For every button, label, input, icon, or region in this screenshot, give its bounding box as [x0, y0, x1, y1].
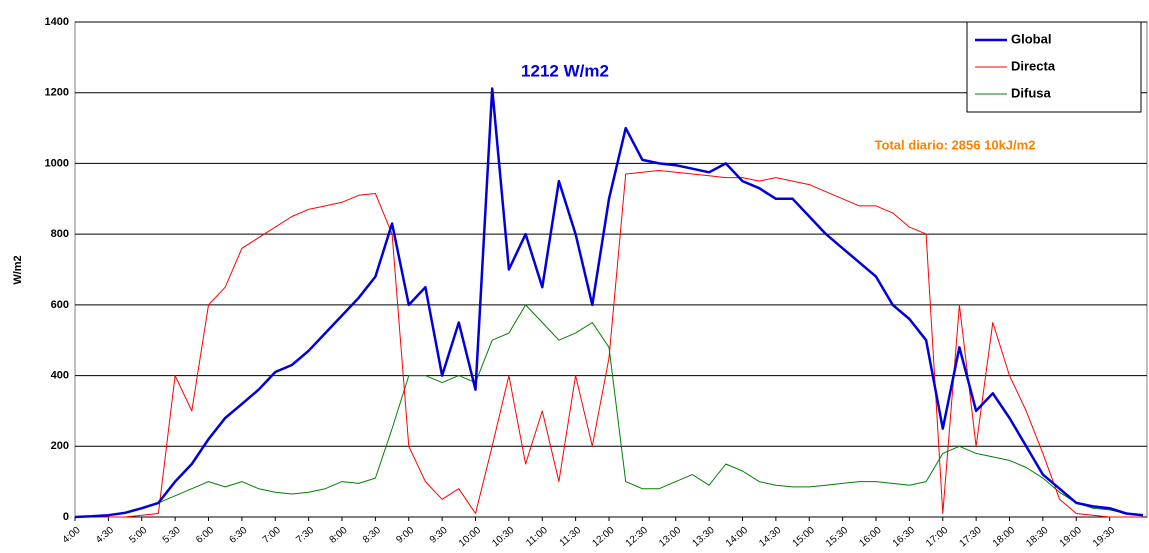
x-tick-label: 8:30 [361, 525, 383, 546]
x-tick-label: 4:30 [94, 525, 116, 546]
x-tick-label: 18:00 [991, 525, 1018, 550]
annotation: Total diario: 2856 10kJ/m2 [875, 137, 1036, 152]
annotation: 1212 W/m2 [521, 61, 609, 80]
y-tick-label: 200 [51, 440, 69, 452]
x-tick-label: 10:30 [490, 525, 517, 550]
x-tick-label: 11:00 [524, 525, 550, 549]
y-axis-label: W/m2 [12, 255, 24, 284]
x-tick-label: 15:30 [824, 525, 851, 550]
x-tick-label: 7:30 [294, 525, 316, 546]
x-tick-label: 19:30 [1091, 525, 1118, 550]
x-tick-label: 5:30 [161, 525, 183, 546]
series-line [74, 304, 1144, 518]
x-tick-label: 14:30 [757, 525, 784, 550]
legend-label: Global [1011, 31, 1051, 46]
x-tick-label: 7:00 [261, 525, 283, 546]
y-tick-label: 1000 [45, 157, 69, 169]
series-line [74, 87, 1144, 519]
x-tick-label: 17:30 [958, 525, 985, 550]
x-tick-label: 6:00 [194, 525, 216, 546]
x-tick-label: 17:00 [924, 525, 951, 550]
y-tick-label: 800 [51, 228, 69, 240]
series-line [75, 170, 1143, 518]
x-tick-label: 9:00 [394, 525, 416, 546]
y-tick-label: 400 [51, 369, 69, 381]
x-tick-label: 13:30 [691, 525, 718, 550]
legend-label: Directa [1011, 58, 1056, 73]
x-tick-label: 13:00 [657, 525, 684, 550]
x-tick-label: 8:00 [328, 525, 350, 546]
x-tick-label: 6:30 [228, 525, 250, 546]
x-tick-label: 12:00 [590, 525, 617, 550]
x-tick-label: 4:00 [61, 525, 83, 546]
x-tick-label: 9:30 [428, 525, 450, 546]
x-tick-label: 18:30 [1024, 525, 1051, 550]
x-tick-label: 14:00 [724, 525, 751, 550]
y-tick-label: 0 [63, 511, 69, 523]
x-tick-label: 19:00 [1058, 525, 1085, 550]
x-tick-label: 10:00 [457, 525, 484, 550]
legend-label: Difusa [1011, 85, 1052, 100]
y-tick-label: 600 [51, 299, 69, 311]
x-tick-label: 16:30 [891, 525, 918, 550]
x-tick-label: 16:00 [857, 525, 884, 550]
y-tick-label: 1200 [45, 87, 69, 99]
x-tick-label: 12:30 [624, 525, 651, 550]
x-tick-label: 5:00 [127, 525, 149, 546]
y-tick-label: 1400 [45, 16, 69, 28]
x-tick-label: 11:30 [558, 525, 584, 549]
x-tick-label: 15:00 [791, 525, 818, 550]
